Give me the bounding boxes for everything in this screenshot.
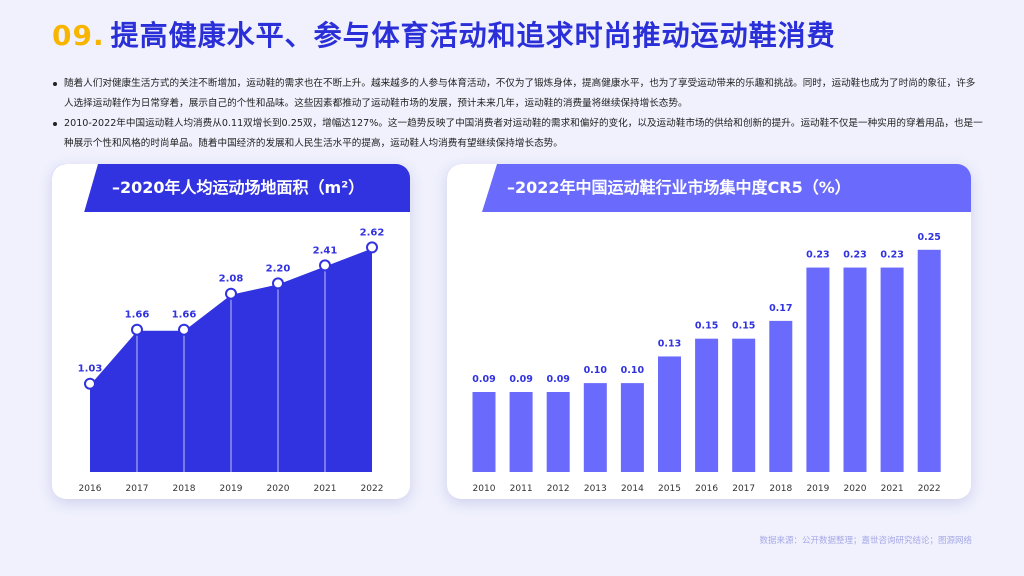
x-tick-label: 2019 [806,484,829,494]
bar [769,320,793,472]
header-cover [447,164,497,212]
bar [880,267,904,472]
x-tick-label: 2014 [621,484,644,494]
bullet-list: 随着人们对健康生活方式的关注不断增加，运动鞋的需求也在不断上升。越来越多的人参与… [53,74,984,154]
left-chart-title: –2020年人均运动场地面积（m²） [112,178,365,197]
data-label: 0.23 [806,250,829,261]
data-label: 2.08 [219,274,244,285]
bar-chart: 0.09 2010 0.09 2011 0.09 2012 0.10 2013 0.10 2014… [472,232,941,494]
data-label: 2.41 [313,245,338,256]
x-tick-label: 2015 [658,484,681,494]
data-point [84,377,96,390]
x-tick-label: 2016 [695,484,718,494]
data-label: 0.10 [621,365,645,376]
data-label: 0.15 [732,321,755,332]
data-label: 0.23 [843,250,866,261]
right-chart-card: –2022年中国运动鞋行业市场集中度CR5（%） 0.09 2010 0.09 201… [447,164,971,499]
bar [658,356,681,472]
bar [806,267,830,472]
data-point [272,277,284,290]
x-tick-label: 2022 [918,484,941,494]
right-chart-header: –2022年中国运动鞋行业市场集中度CR5（%） [447,164,971,212]
bar [546,392,570,472]
bar [843,267,867,472]
data-label: 1.66 [125,310,150,321]
section-number: 09. [52,19,105,52]
data-point [366,241,378,254]
area-chart: 1.03 2016 1.66 2017 1.66 2018 2.08 2019 2.20 2020… [78,227,385,494]
left-chart-card: –2020年人均运动场地面积（m²） 1.03 2016 1.66 2017 1.66 2… [52,164,410,499]
x-tick-label: 2010 [473,484,496,494]
bar [509,392,533,472]
data-label: 2.20 [266,263,291,274]
left-chart-header: –2020年人均运动场地面积（m²） [52,164,410,212]
bar [917,249,941,472]
data-point [178,323,190,336]
bar [583,383,607,472]
x-tick-label: 2018 [769,484,792,494]
bar [732,338,756,472]
data-point [225,287,237,300]
x-tick-label: 2017 [732,484,755,494]
data-label: 0.13 [658,338,681,349]
data-source: 数据来源：公开数据整理；嘉世咨询研究结论；图源网络 [759,536,972,546]
bullet-item: 随着人们对健康生活方式的关注不断增加，运动鞋的需求也在不断上升。越来越多的人参与… [53,74,984,114]
x-tick-label: 2018 [173,484,196,494]
data-label: 1.66 [172,310,197,321]
bar [472,392,496,472]
data-label: 0.09 [472,374,495,385]
data-label: 0.17 [769,303,792,314]
header-cover [52,164,98,212]
data-label: 0.10 [584,365,608,376]
data-label: 0.09 [546,374,569,385]
data-label: 1.03 [78,364,103,375]
x-tick-label: 2022 [361,484,384,494]
right-chart-title: –2022年中国运动鞋行业市场集中度CR5（%） [507,178,851,197]
data-label: 2.62 [360,227,385,238]
title-text: 提高健康水平、参与体育活动和追求时尚推动运动鞋消费 [110,19,836,52]
x-tick-label: 2021 [881,484,904,494]
x-tick-label: 2011 [510,484,533,494]
data-point [319,259,331,272]
x-tick-label: 2016 [79,484,102,494]
data-label: 0.25 [917,232,940,243]
x-tick-label: 2020 [844,484,867,494]
page-title: 09. 提高健康水平、参与体育活动和追求时尚推动运动鞋消费 [52,14,836,54]
x-tick-label: 2012 [547,484,570,494]
x-tick-label: 2020 [267,484,290,494]
data-label: 0.09 [509,374,532,385]
x-tick-label: 2017 [126,484,149,494]
x-tick-label: 2013 [584,484,607,494]
x-tick-label: 2019 [220,484,243,494]
data-label: 0.23 [880,250,903,261]
x-tick-label: 2021 [314,484,337,494]
bar [695,338,719,472]
bar [620,383,644,472]
data-label: 0.15 [695,321,718,332]
data-point [131,323,143,336]
bullet-item: 2010-2022年中国运动鞋人均消费从0.11双增长到0.25双，增幅达127… [53,114,984,154]
